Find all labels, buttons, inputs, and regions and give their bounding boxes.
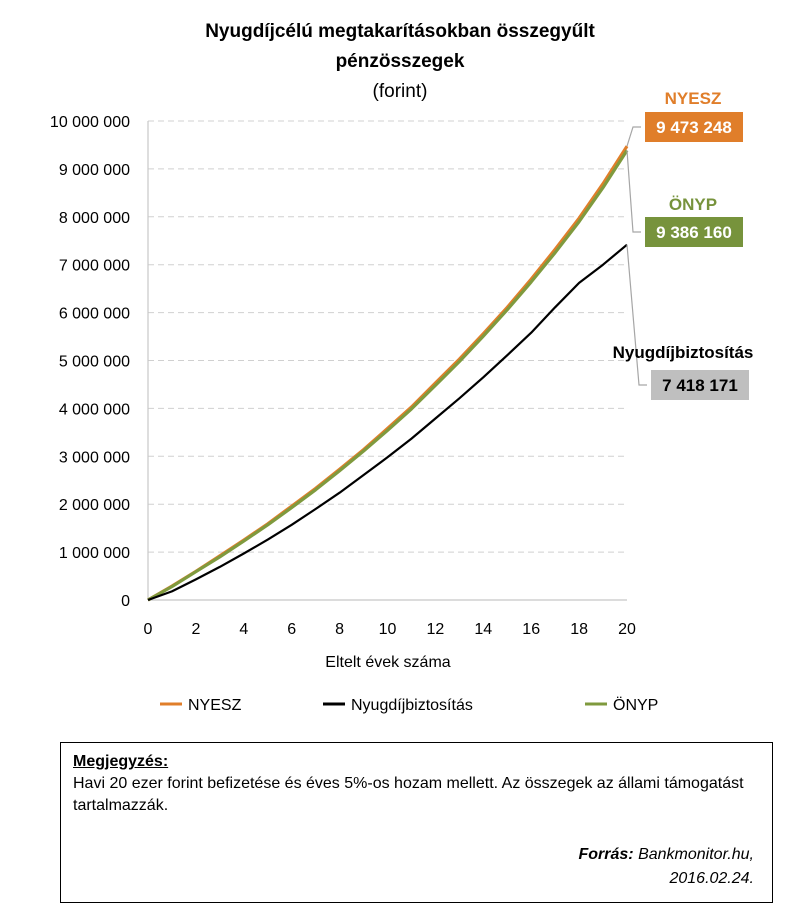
- note-heading: Megjegyzés:: [73, 753, 169, 770]
- y-tick-label: 8 000 000: [59, 210, 130, 227]
- legend-label: Nyugdíjbiztosítás: [351, 697, 473, 714]
- legend-label: NYESZ: [188, 697, 242, 714]
- y-tick-label: 4 000 000: [59, 401, 130, 418]
- source-label: Forrás:: [578, 846, 634, 863]
- chart-title-line1: Nyugdíjcélú megtakarításokban összegyűlt: [205, 21, 595, 42]
- y-tick-label: 9 000 000: [59, 162, 130, 179]
- callout-series-name: ÖNYP: [669, 195, 717, 214]
- y-tick-labels: 0 1 000 000 2 000 000 3 000 000 4 000 000 5 0…: [50, 114, 130, 610]
- y-tick-label: 0: [121, 593, 130, 610]
- y-tick-label: 2 000 000: [59, 497, 130, 514]
- callout-leader: [626, 126, 641, 147]
- retirement-savings-chart: Nyugdíjcélú megtakarításokban összegyűlt…: [50, 21, 754, 714]
- x-tick-label: 14: [474, 621, 492, 638]
- x-tick-label: 8: [335, 621, 344, 638]
- callout-series-name: NYESZ: [665, 89, 722, 108]
- y-tick-label: 5 000 000: [59, 354, 130, 371]
- x-tick-label: 4: [239, 621, 248, 638]
- x-tick-label: 0: [144, 621, 153, 638]
- y-tick-label: 10 000 000: [50, 114, 130, 131]
- legend: NYESZ Nyugdíjbiztosítás ÖNYP: [160, 696, 658, 714]
- x-tick-label: 6: [287, 621, 296, 638]
- callout-value: 7 418 171: [662, 376, 738, 395]
- series-lines: [147, 145, 629, 602]
- callout-box: [645, 217, 743, 247]
- source-value: Bankmonitor.hu,: [638, 846, 754, 863]
- note-text: Havi 20 ezer forint befizetése és éves 5…: [73, 775, 744, 814]
- value-callouts: NYESZ 9 473 248 ÖNYP 9 386 160 Nyugdíjbiztos…: [613, 89, 754, 400]
- callout-value: 9 473 248: [656, 118, 732, 137]
- series-line: [147, 149, 629, 602]
- callout-leader: [626, 150, 641, 233]
- x-tick-label: 2: [191, 621, 200, 638]
- axes: [147, 121, 627, 601]
- series-line: [147, 145, 629, 602]
- x-tick-label: 16: [522, 621, 540, 638]
- x-axis-title: Eltelt évek száma: [325, 654, 450, 671]
- callout-series-name: Nyugdíjbiztosítás: [613, 343, 754, 362]
- x-tick-label: 18: [570, 621, 588, 638]
- x-tick-labels: 0 2 4 6 8 10 12 14 16 18 20: [144, 621, 636, 638]
- callout-box: [651, 370, 749, 400]
- callout-leader: [626, 244, 647, 386]
- source-date: 2016.02.24.: [669, 870, 754, 887]
- x-tick-label: 20: [618, 621, 636, 638]
- chart-subtitle: (forint): [373, 81, 428, 102]
- source-block: Forrás: Bankmonitor.hu, 2016.02.24.: [579, 843, 755, 891]
- note-box: Megjegyzés: Havi 20 ezer forint befizeté…: [60, 742, 773, 903]
- x-tick-label: 12: [427, 621, 445, 638]
- callout-value: 9 386 160: [656, 223, 732, 242]
- series-line: [147, 243, 628, 602]
- y-tick-label: 6 000 000: [59, 306, 130, 323]
- callout-box: [645, 112, 743, 142]
- legend-label: ÖNYP: [613, 696, 658, 714]
- gridlines: [148, 120, 627, 553]
- x-tick-label: 10: [379, 621, 397, 638]
- y-tick-label: 7 000 000: [59, 258, 130, 275]
- y-tick-label: 1 000 000: [59, 545, 130, 562]
- chart-title-line2: pénzösszegek: [336, 51, 465, 72]
- y-tick-label: 3 000 000: [59, 449, 130, 466]
- source-line: Forrás: Bankmonitor.hu,: [579, 843, 755, 867]
